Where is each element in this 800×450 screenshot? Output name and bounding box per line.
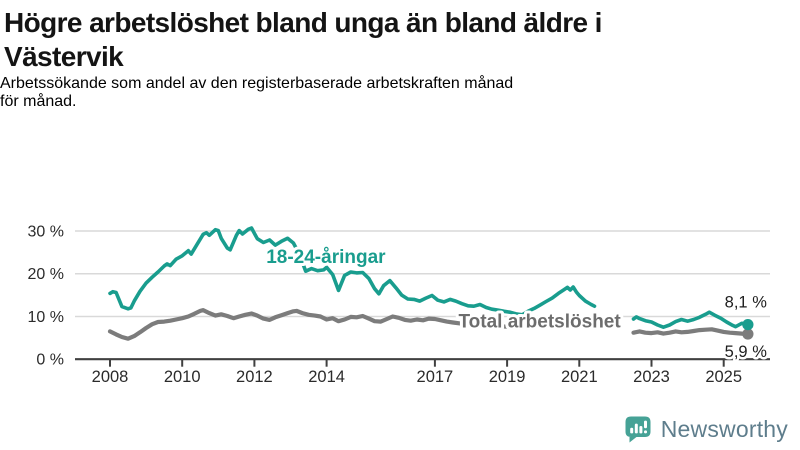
x-axis-tick-label: 2008 xyxy=(92,368,129,386)
x-axis-tick-label: 2025 xyxy=(705,368,742,386)
x-axis-tick-label: 2010 xyxy=(164,368,201,386)
chart-subtitle-line-1: Arbetssökande som andel av den registerb… xyxy=(0,74,514,92)
y-axis-tick-label: 10 % xyxy=(28,309,64,326)
series-line-total xyxy=(631,327,751,337)
end-dot-total xyxy=(742,328,754,340)
chart-title-line-1: Högre arbetslöshet bland unga än bland ä… xyxy=(4,7,602,38)
x-axis-tick-label: 2023 xyxy=(633,368,670,386)
newsworthy-logo: Newsworthy xyxy=(624,415,788,443)
y-axis-tick-label: 20 % xyxy=(28,266,64,283)
x-axis-tick-label: 2019 xyxy=(489,368,526,386)
newsworthy-logo-text: Newsworthy xyxy=(660,415,788,442)
series-label-youth: 18-24-åringar xyxy=(266,247,386,268)
end-value-label-youth: 8,1 % xyxy=(725,294,768,312)
x-axis-tick-label: 2012 xyxy=(236,368,273,386)
chart-title: Högre arbetslöshet bland unga än bland ä… xyxy=(0,0,800,75)
series-line-total xyxy=(107,308,597,341)
speech-bubble-shape xyxy=(625,416,651,443)
y-axis-tick-label: 0 % xyxy=(36,352,64,369)
newsworthy-logo-icon xyxy=(625,416,651,443)
end-dot-youth xyxy=(742,318,754,331)
chart-title-line-2: Västervik xyxy=(4,41,124,73)
x-axis-tick-label: 2014 xyxy=(308,368,345,386)
end-value-label-total: 5,9 % xyxy=(725,343,768,361)
y-axis-tick-label: 30 % xyxy=(28,224,64,241)
series-line-youth xyxy=(108,226,597,317)
bar-chart-icon xyxy=(629,420,647,434)
x-axis-tick-label: 2017 xyxy=(417,368,454,386)
x-axis-tick-label: 2021 xyxy=(561,368,598,386)
series-line-youth xyxy=(631,310,750,330)
series-label-total: Total arbetslöshet xyxy=(458,311,621,332)
chart-subtitle-line-2: för månad. xyxy=(0,92,77,110)
